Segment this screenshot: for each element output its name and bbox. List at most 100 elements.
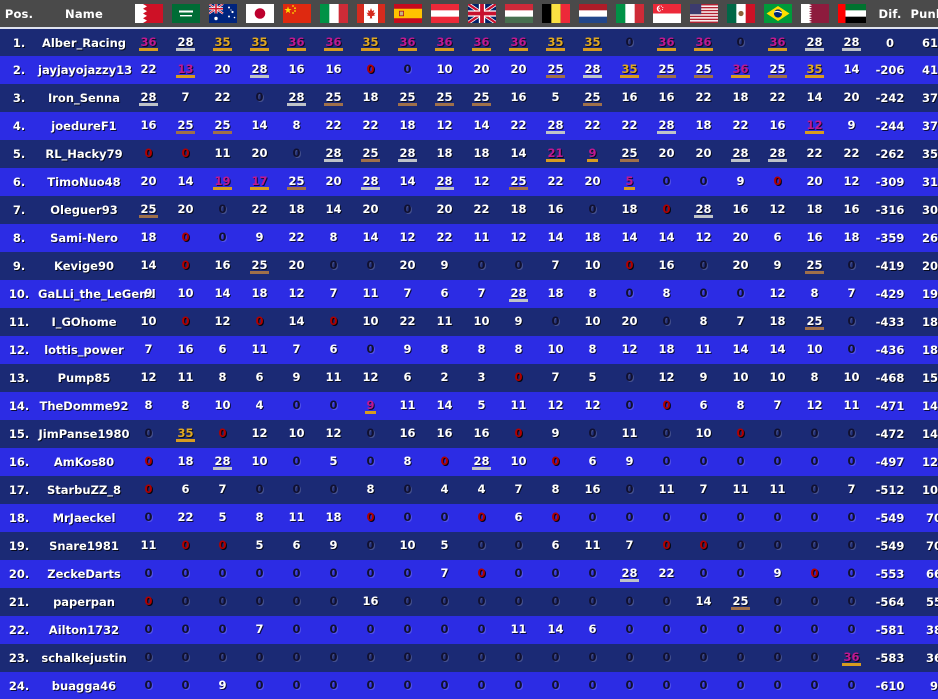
header-race-3[interactable] xyxy=(204,0,241,29)
header-race-9[interactable] xyxy=(426,0,463,29)
cell-player-name[interactable]: joedureF1 xyxy=(51,119,117,133)
cell-player-name[interactable]: Ailton1732 xyxy=(48,623,120,637)
header-race-14[interactable] xyxy=(611,0,648,29)
table-row[interactable]: 13. Pump85 12 11 8 6 9 11 12 6 2 3 0 7 5 0 12 9 10 10 8 10 -46… xyxy=(0,364,938,392)
score-value: 8 xyxy=(699,314,708,328)
table-row[interactable]: 7. Oleguer93 25 20 0 22 18 14 20 0 20 22 18 16 0 18 0 28 1… xyxy=(0,196,938,224)
cell-player-name[interactable]: I_GOhome xyxy=(51,315,117,329)
cell-player-name[interactable]: StarbuZZ_8 xyxy=(46,483,122,497)
header-race-6[interactable] xyxy=(315,0,352,29)
table-row[interactable]: 2. jayjayojazzy13 22 13 20 28 16 16 0 0 10 20 20 25 28… xyxy=(0,56,938,84)
cell-race-score: 0 xyxy=(352,504,389,532)
table-row[interactable]: 17. StarbuZZ_8 0 6 7 0 0 0 8 0 4 4 7 8 16 0 11 7 11 11 0 7 -51… xyxy=(0,476,938,504)
table-row[interactable]: 6. TimoNuo48 20 14 19 17 25 20 28 14 28 12 25 22 20 5 0 0… xyxy=(0,168,938,196)
cell-player-name[interactable]: Sami-Nero xyxy=(50,231,118,245)
cell-player-name[interactable]: jayjayojazzy13 xyxy=(38,63,133,77)
header-race-11[interactable] xyxy=(500,0,537,29)
header-race-19[interactable] xyxy=(796,0,833,29)
table-row[interactable]: 22. Ailton1732 0 0 0 7 0 0 0 0 0 0 11 14 6 0 0 0 0 0 0 0 -581 3… xyxy=(0,616,938,644)
table-row[interactable]: 11. I_GOhome 10 0 12 0 14 0 10 22 11 10 9 0 10 20 0 8 7 18 2… xyxy=(0,308,938,336)
cell-race-score: 22 xyxy=(278,224,315,252)
cell-player-name[interactable]: MrJaeckel xyxy=(52,511,116,525)
table-row[interactable]: 15. JimPanse1980 0 35 0 12 10 12 0 16 16 16 0 9 0 11 0 10… xyxy=(0,420,938,448)
header-race-18[interactable] xyxy=(759,0,796,29)
table-row[interactable]: 12. lottis_power 7 16 6 11 7 6 0 9 8 8 8 10 8 12 18 11 14 1… xyxy=(0,336,938,364)
cell-player-name[interactable]: Alber_Racing xyxy=(41,35,127,50)
cell-player-name[interactable]: lottis_power xyxy=(44,343,124,357)
cell-player-name[interactable]: Snare1981 xyxy=(49,539,119,553)
header-race-15[interactable] xyxy=(648,0,685,29)
cell-player-name[interactable]: AmKos80 xyxy=(53,455,115,469)
header-race-20[interactable] xyxy=(833,0,870,29)
cell-race-score: 0 xyxy=(648,308,685,336)
table-row[interactable]: 1. Alber_Racing 36 28 35 35 36 36 35 36 36 36 36 35 35… xyxy=(0,28,938,56)
cell-player-name[interactable]: ZeckeDarts xyxy=(47,567,121,581)
header-pos[interactable]: Pos. xyxy=(0,0,38,29)
table-row[interactable]: 18. MrJaeckel 0 22 5 8 11 18 0 0 0 0 6 0 0 0 0 0 0 0 0 0 -549 7… xyxy=(0,504,938,532)
table-row[interactable]: 8. Sami-Nero 18 0 0 9 22 8 14 12 22 11 12 14 18 14 14 12 2… xyxy=(0,224,938,252)
cell-difference: -244 xyxy=(875,119,905,133)
cell-race-score: 28 xyxy=(241,56,278,84)
score-value: 14 xyxy=(547,230,564,244)
score-value: 5 xyxy=(329,454,338,468)
header-race-7[interactable] xyxy=(352,0,389,29)
cell-player-name[interactable]: TimoNuo48 xyxy=(47,175,121,189)
score-value: 8 xyxy=(810,370,819,384)
header-punkte[interactable]: Punkte xyxy=(910,0,938,29)
header-race-12[interactable] xyxy=(537,0,574,29)
table-row[interactable]: 9. Kevige90 14 0 16 25 20 0 0 20 9 0 0 7 10 0 16 0 20 9 25 0-… xyxy=(0,252,938,280)
table-row[interactable]: 21. paperpan 0 0 0 0 0 0 16 0 0 0 0 0 0 0 0 14 25 0 0 0 -564 55 xyxy=(0,588,938,616)
score-value: 0 xyxy=(773,510,782,524)
cell-player-name[interactable]: GaLLi_the_LeGend xyxy=(38,287,156,301)
cell-race-score: 9 xyxy=(759,560,796,588)
cell-player-name[interactable]: RL_Hacky79 xyxy=(45,147,123,161)
header-name[interactable]: Name xyxy=(38,0,130,29)
header-race-1[interactable] xyxy=(130,0,167,29)
table-row[interactable]: 23. schalkejustin 0 0 0 0 0 0 0 0 0 0 0 0 0 0 0 0 0 0 0 36 -58… xyxy=(0,644,938,672)
table-row[interactable]: 3. Iron_Senna 28 7 22 0 28 25 18 25 25 25 16 5 25 16 16 2… xyxy=(0,84,938,112)
table-row[interactable]: 4. joedureF1 16 25 25 14 8 22 22 18 12 14 22 28 22 22 28… xyxy=(0,112,938,140)
table-row[interactable]: 10. GaLLi_the_LeGend 9 10 14 18 12 7 11 7 6 7 28 18 8 0… xyxy=(0,280,938,308)
cell-position: 6. xyxy=(12,175,26,189)
header-race-16[interactable] xyxy=(685,0,722,29)
score-value: 0 xyxy=(662,594,671,608)
cell-race-score: 14 xyxy=(833,56,870,84)
cell-total-points: 303 xyxy=(921,203,938,217)
header-race-13[interactable] xyxy=(574,0,611,29)
header-race-10[interactable] xyxy=(463,0,500,29)
score-value: 16 xyxy=(140,118,157,132)
cell-total-points: 151 xyxy=(921,371,938,385)
table-row[interactable]: 16. AmKos80 0 18 28 10 0 5 0 8 0 28 10 0 6 9 0 0 0 0 0 0 -497 1… xyxy=(0,448,938,476)
score-value: 25 xyxy=(805,258,824,274)
cell-player-name[interactable]: paperpan xyxy=(53,595,115,609)
header-race-17[interactable] xyxy=(722,0,759,29)
cell-player-name[interactable]: TheDomme92 xyxy=(39,399,129,413)
cell-race-score: 14 xyxy=(241,112,278,140)
cell-player-name[interactable]: Iron_Senna xyxy=(47,91,120,105)
cell-player-name[interactable]: JimPanse1980 xyxy=(38,427,130,441)
header-race-4[interactable] xyxy=(241,0,278,29)
table-row[interactable]: 24. buagga46 0 0 9 0 0 0 0 0 0 0 0 0 0 0 0 0 0 0 0 0 -610 9 xyxy=(0,672,938,699)
table-row[interactable]: 20. ZeckeDarts 0 0 0 0 0 0 0 0 7 0 0 0 0 28 22 0 0 9 0 0 -553 6… xyxy=(0,560,938,588)
cell-race-score: 0 xyxy=(204,644,241,672)
cell-race-score: 0 xyxy=(648,588,685,616)
table-row[interactable]: 5. RL_Hacky79 0 0 11 20 0 28 25 28 18 18 14 21 9 25 20 20… xyxy=(0,140,938,168)
table-row[interactable]: 14. TheDomme92 8 8 10 4 0 0 9 11 14 5 11 12 12 0 0 6 8 7 12 1… xyxy=(0,392,938,420)
cell-race-score: 36 xyxy=(130,28,167,56)
header-dif[interactable]: Dif. xyxy=(870,0,910,29)
cell-race-score: 12 xyxy=(389,224,426,252)
header-race-8[interactable] xyxy=(389,0,426,29)
score-value: 0 xyxy=(292,566,301,580)
cell-player-name[interactable]: schalkejustin xyxy=(41,651,127,665)
cell-player-name[interactable]: Kevige90 xyxy=(54,259,114,273)
cell-race-score: 0 xyxy=(759,420,796,448)
score-value: 0 xyxy=(181,566,190,580)
table-row[interactable]: 19. Snare1981 11 0 0 5 6 9 0 10 5 0 0 6 11 7 0 0 0 0 0 0 -549 7… xyxy=(0,532,938,560)
header-race-5[interactable] xyxy=(278,0,315,29)
cell-player-name[interactable]: buagga46 xyxy=(51,679,117,693)
header-race-2[interactable] xyxy=(167,0,204,29)
cell-player-name[interactable]: Oleguer93 xyxy=(50,203,118,217)
score-value: 8 xyxy=(477,342,486,356)
score-value: 0 xyxy=(736,622,745,636)
cell-player-name[interactable]: Pump85 xyxy=(57,371,111,385)
